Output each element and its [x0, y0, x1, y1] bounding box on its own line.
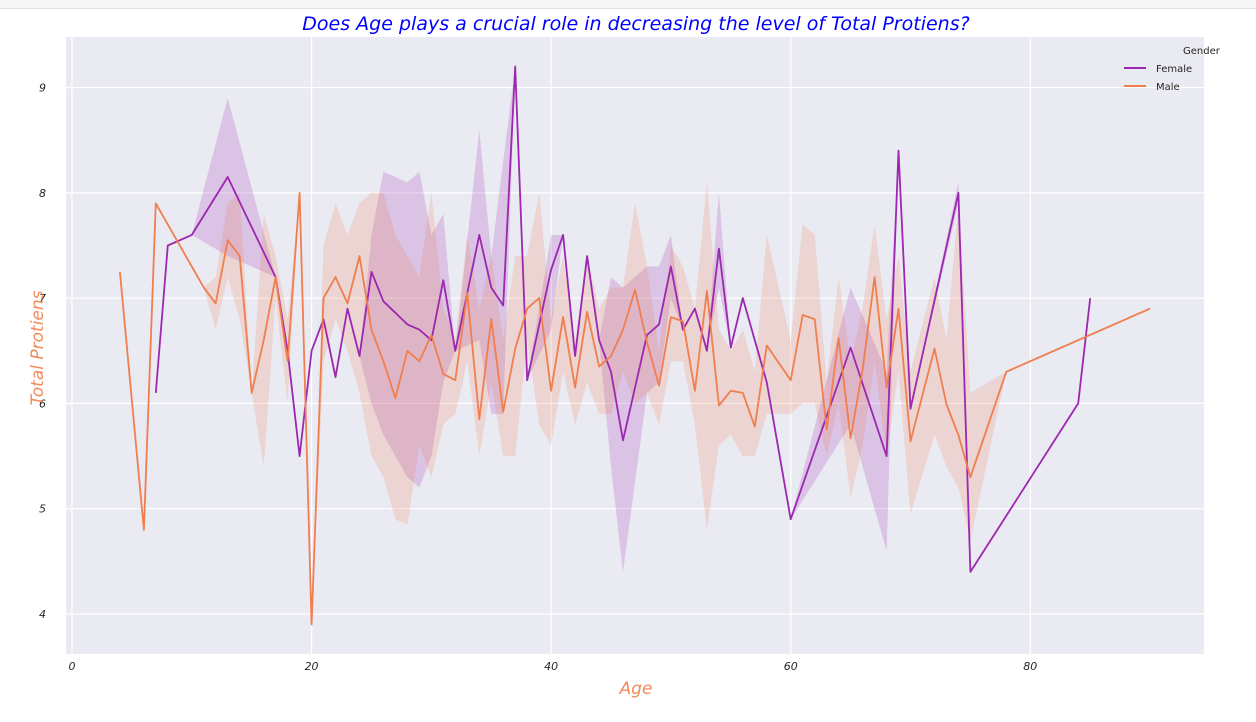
x-tick-label: 80 [1023, 660, 1037, 673]
y-tick-label: 5 [39, 503, 46, 516]
chart-title: Does Age plays a crucial role in decreas… [302, 13, 969, 35]
series-line-male [119, 191, 1151, 626]
x-tick-label: 20 [305, 660, 319, 673]
grid-lines [66, 37, 1204, 654]
legend-label-male: Male [1156, 82, 1180, 93]
x-tick-label: 0 [68, 660, 75, 673]
x-tick-label: 40 [544, 660, 558, 673]
legend-title: Gender [1183, 46, 1221, 57]
ci-band-female [155, 66, 1091, 572]
series-lines [119, 65, 1151, 626]
y-tick-label: 8 [39, 187, 46, 200]
legend-label-female: Female [1156, 64, 1192, 75]
y-tick-label: 6 [39, 397, 46, 410]
series-line-female [154, 65, 1092, 573]
y-tick-label: 4 [39, 608, 46, 621]
legend: Gender Female Male [1124, 46, 1221, 93]
plot-area [66, 37, 1204, 654]
y-tick-label: 7 [39, 292, 46, 305]
x-tick-label: 60 [784, 660, 798, 673]
y-tick-label: 9 [39, 82, 46, 95]
x-axis-ticks: 0 20 40 60 80 [68, 660, 1037, 673]
y-axis-ticks: 4 5 6 7 8 9 [39, 82, 46, 621]
notebook-cell-border [0, 0, 1256, 9]
y-axis-label: Total Protiens [28, 290, 48, 405]
x-axis-label: Age [619, 679, 653, 699]
